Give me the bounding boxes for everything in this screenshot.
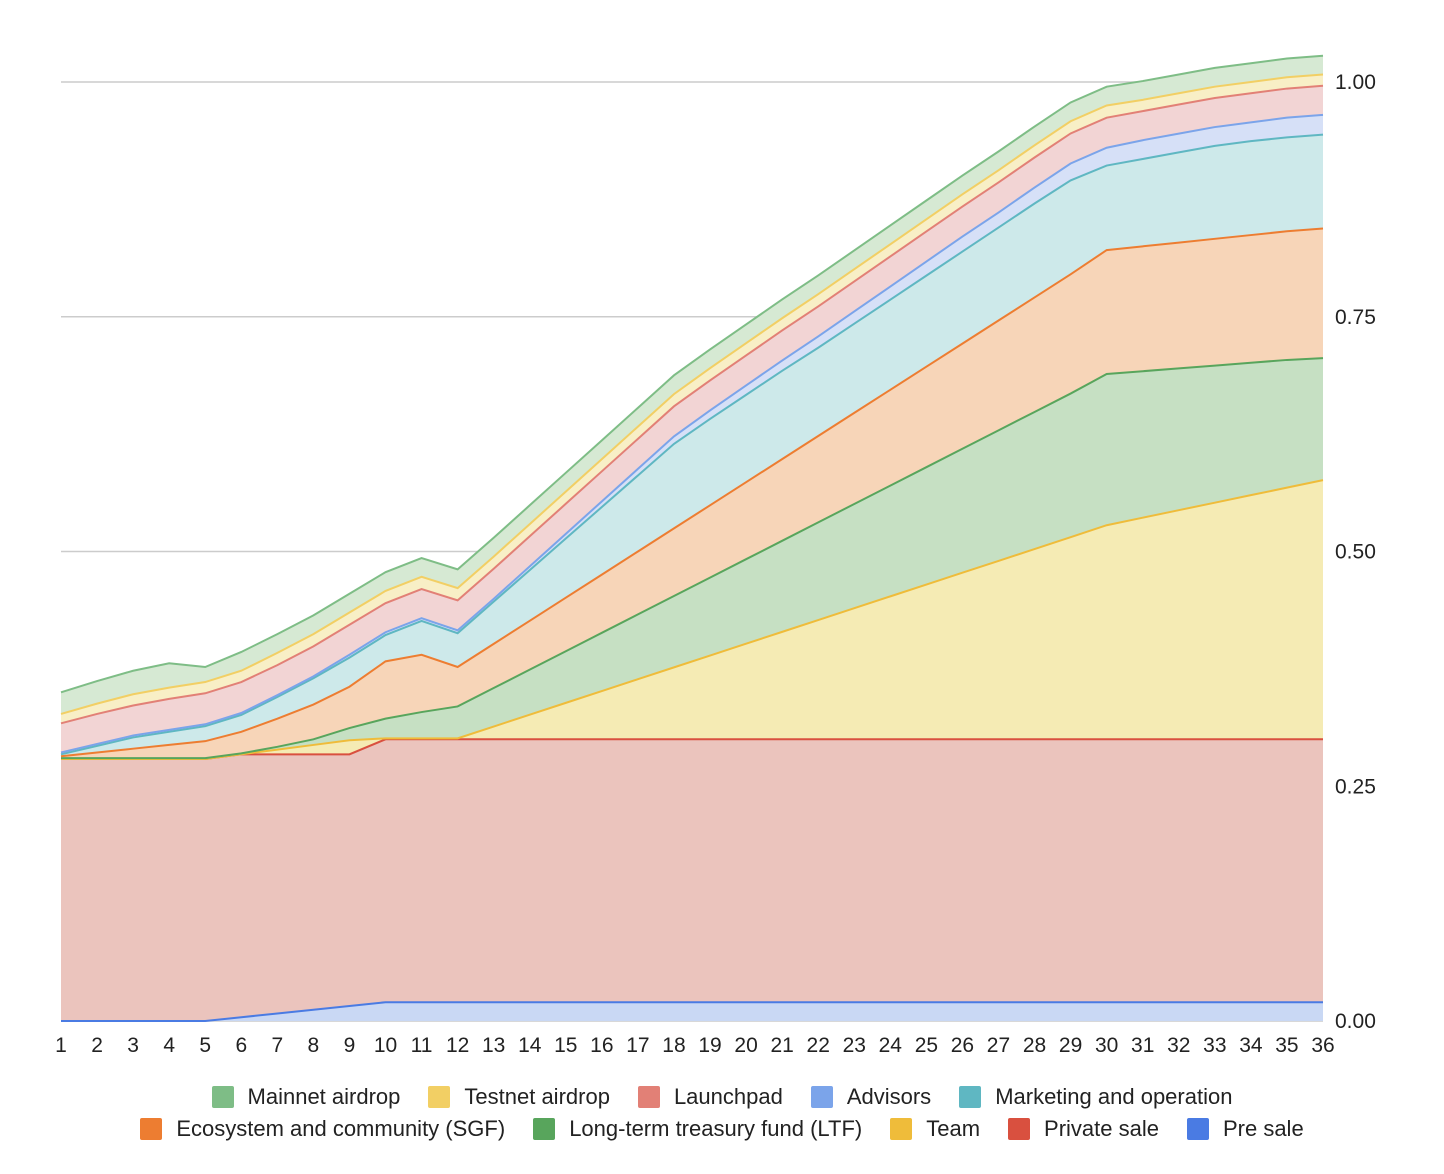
legend-item: Team [890,1116,980,1142]
legend-label: Testnet airdrop [464,1084,610,1109]
legend-item: Pre sale [1186,1116,1304,1142]
legend-label: Marketing and operation [995,1084,1233,1109]
x-tick-label: 22 [807,1034,830,1057]
area-launchpad [61,85,1323,753]
line-long-term-treasury-fund-ltf [61,357,1324,760]
line-mainnet-airdrop [60,54,1324,694]
y-axis-ticks: 0.00 0.25 0.50 0.75 1.00 [1335,71,1376,1033]
line-marketing-and-operation [60,133,1324,756]
y-tick-label: 0.00 [1335,1010,1376,1033]
x-tick-label: 1 [55,1034,67,1057]
x-tick-label: 8 [308,1034,320,1057]
x-tick-label: 24 [879,1034,903,1057]
x-tick-label: 13 [482,1034,505,1057]
x-tick-label: 20 [734,1034,757,1057]
x-tick-label: 11 [411,1034,433,1057]
legend-label: Ecosystem and community (SGF) [176,1116,506,1141]
legend-item: Ecosystem and community (SGF) [140,1116,505,1142]
legend-item: Mainnet airdrop [211,1084,401,1110]
x-tick-label: 34 [1239,1034,1263,1057]
x-tick-label: 12 [446,1034,469,1057]
x-axis-ticks: 1 2 3 4 5 6 7 8 9 10 11 12 13 14 15 16 17 18 19 20 21 22 23 24 2… [55,1034,1335,1057]
legend-swatch [533,1118,556,1140]
legend-swatch [890,1118,913,1140]
legend-item: Launchpad [637,1084,783,1110]
x-tick-label: 15 [554,1034,577,1057]
x-tick-label: 25 [915,1034,938,1057]
y-tick-label: 0.25 [1335,775,1376,798]
x-tick-label: 10 [374,1034,397,1057]
x-tick-label: 23 [843,1034,866,1057]
area-ecosystem-and-community-sgf [61,228,1323,759]
x-tick-label: 27 [987,1034,1010,1057]
y-tick-label: 0.50 [1335,541,1376,564]
x-tick-label: 31 [1131,1034,1154,1057]
legend-swatch [211,1086,234,1108]
stacked-area-chart: 0.000.250.500.751.00 1 2 3 4 5 6 7 8 9 10 11 12 13 14… [55,54,1376,1057]
x-tick-label: 32 [1167,1034,1190,1057]
x-tick-label: 30 [1095,1034,1118,1057]
legend-swatch [810,1086,833,1108]
x-tick-label: 3 [127,1034,139,1057]
line-advisors [60,113,1324,754]
legend-label: Team [926,1116,981,1141]
legend-label: Advisors [846,1084,932,1109]
legend-item: Private sale [1008,1116,1159,1142]
x-tick-label: 5 [199,1034,211,1057]
x-tick-label: 36 [1311,1034,1334,1057]
legend-swatch [428,1086,451,1108]
legend-swatch [1008,1118,1031,1140]
line-launchpad [60,84,1324,725]
x-tick-label: 14 [518,1034,542,1057]
legend-label: Long-term treasury fund (LTF) [569,1116,863,1141]
area-marketing-and-operation [61,134,1323,757]
x-tick-label: 17 [626,1034,649,1057]
x-tick-label: 16 [590,1034,613,1057]
legend-row-2: Ecosystem and community (SGF) Long-term t… [0,1116,1444,1142]
legend-item: Testnet airdrop [428,1084,610,1110]
x-tick-label: 2 [91,1034,103,1057]
line-ecosystem-and-community-sgf [60,227,1324,758]
area-long-term-treasury-fund-ltf [61,358,1323,760]
x-tick-label: 26 [951,1034,974,1057]
legend-swatch [1186,1118,1209,1140]
legend-label: Pre sale [1222,1116,1304,1141]
line-team [61,479,1324,761]
series-lines [60,54,1324,1022]
legend-item: Marketing and operation [959,1084,1232,1110]
area-private-sale [61,739,1323,1021]
x-tick-label: 19 [698,1034,721,1057]
legend-label: Private sale [1044,1116,1159,1141]
x-tick-label: 6 [235,1034,247,1057]
line-testnet-airdrop [60,73,1324,715]
line-pre-sale [61,1001,1323,1022]
area-series [61,55,1323,1021]
x-tick-label: 35 [1275,1034,1298,1057]
x-tick-label: 4 [163,1034,175,1057]
x-tick-label: 9 [344,1034,356,1057]
x-tick-label: 29 [1059,1034,1082,1057]
legend-swatch [959,1086,982,1108]
legend-item: Long-term treasury fund (LTF) [533,1116,862,1142]
y-tick-label: 0.75 [1335,306,1376,329]
y-tick-label: 1.00 [1335,71,1376,94]
legend-label: Launchpad [673,1084,783,1109]
x-tick-label: 28 [1023,1034,1046,1057]
line-private-sale [61,738,1323,761]
legend-label: Mainnet airdrop [247,1084,401,1109]
area-pre-sale [61,1002,1323,1021]
legend-swatch [637,1086,660,1108]
area-team [61,480,1323,760]
x-tick-label: 7 [271,1034,283,1057]
legend-row-1: Mainnet airdrop Testnet airdrop Launchpad A… [0,1084,1444,1110]
legend-swatch [140,1118,163,1140]
legend-item: Advisors [810,1084,932,1110]
x-tick-label: 33 [1203,1034,1226,1057]
x-tick-label: 18 [662,1034,685,1057]
x-tick-label: 21 [770,1034,793,1057]
